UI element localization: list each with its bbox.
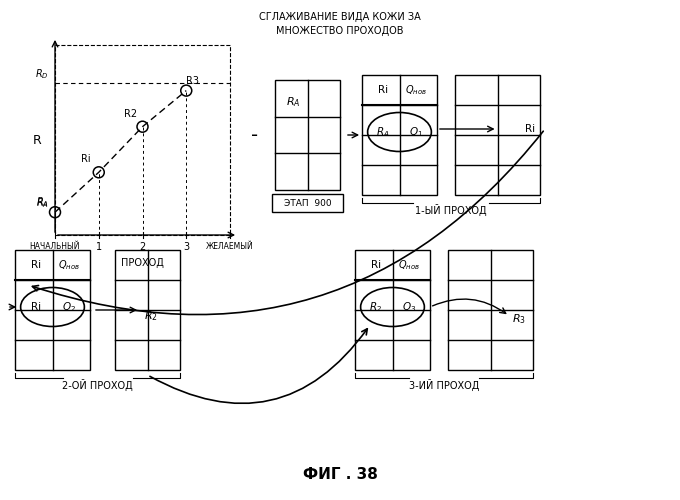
Text: $Q_{нов}$: $Q_{нов}$ <box>58 258 80 272</box>
Text: $R_2$: $R_2$ <box>143 309 158 323</box>
Text: $R_3$: $R_3$ <box>512 312 526 326</box>
Text: $Q_2$: $Q_2$ <box>62 300 76 314</box>
Text: Ri: Ri <box>31 302 41 312</box>
FancyArrowPatch shape <box>33 131 543 314</box>
Text: $R_A$: $R_A$ <box>35 196 48 209</box>
Bar <box>55 45 230 235</box>
Bar <box>362 75 437 195</box>
Bar <box>272 194 343 212</box>
Text: Ri: Ri <box>81 154 90 164</box>
Text: $R_D$: $R_D$ <box>35 67 49 81</box>
FancyArrowPatch shape <box>150 329 367 404</box>
Text: $R_2$: $R_2$ <box>369 300 383 314</box>
Text: Ri: Ri <box>31 260 41 270</box>
Text: $Q_{нов}$: $Q_{нов}$ <box>405 83 427 97</box>
Bar <box>448 250 533 370</box>
Text: Ri: Ri <box>378 85 388 95</box>
Text: R2: R2 <box>124 108 137 118</box>
Text: 1-ЫЙ ПРОХОД: 1-ЫЙ ПРОХОД <box>415 204 487 216</box>
Bar <box>455 75 540 195</box>
Text: R: R <box>33 134 41 146</box>
Text: $R_A$: $R_A$ <box>286 95 301 109</box>
Bar <box>355 250 430 370</box>
Text: ЖЕЛАЕМЫЙ: ЖЕЛАЕМЫЙ <box>206 242 254 251</box>
Text: $Q_{нов}$: $Q_{нов}$ <box>398 258 420 272</box>
Text: НАЧАЛЬНЫЙ: НАЧАЛЬНЫЙ <box>30 242 80 251</box>
Bar <box>115 250 180 370</box>
Text: $R_A$: $R_A$ <box>35 196 48 210</box>
Text: ФИГ . 38: ФИГ . 38 <box>303 467 377 482</box>
Text: R3: R3 <box>186 76 199 86</box>
Text: 3: 3 <box>183 242 189 252</box>
Text: $Q_3$: $Q_3$ <box>402 300 416 314</box>
Text: $Q_1$: $Q_1$ <box>409 125 423 139</box>
Text: ЭТАП  900: ЭТАП 900 <box>284 198 331 207</box>
Text: $R_A$: $R_A$ <box>376 125 390 139</box>
Text: ПРОХОД: ПРОХОД <box>121 258 164 268</box>
Text: -: - <box>252 126 258 144</box>
Text: Ri: Ri <box>371 260 381 270</box>
Text: Ri: Ri <box>525 124 535 134</box>
Text: СГЛАЖИВАНИЕ ВИДА КОЖИ ЗА
МНОЖЕСТВО ПРОХОДОВ: СГЛАЖИВАНИЕ ВИДА КОЖИ ЗА МНОЖЕСТВО ПРОХО… <box>259 12 421 36</box>
Bar <box>15 250 90 370</box>
Text: 1: 1 <box>96 242 102 252</box>
Bar <box>275 80 340 190</box>
Text: 2: 2 <box>139 242 146 252</box>
Text: 3-ИЙ ПРОХОД: 3-ИЙ ПРОХОД <box>409 379 479 391</box>
Text: 2-ОЙ ПРОХОД: 2-ОЙ ПРОХОД <box>62 379 133 391</box>
